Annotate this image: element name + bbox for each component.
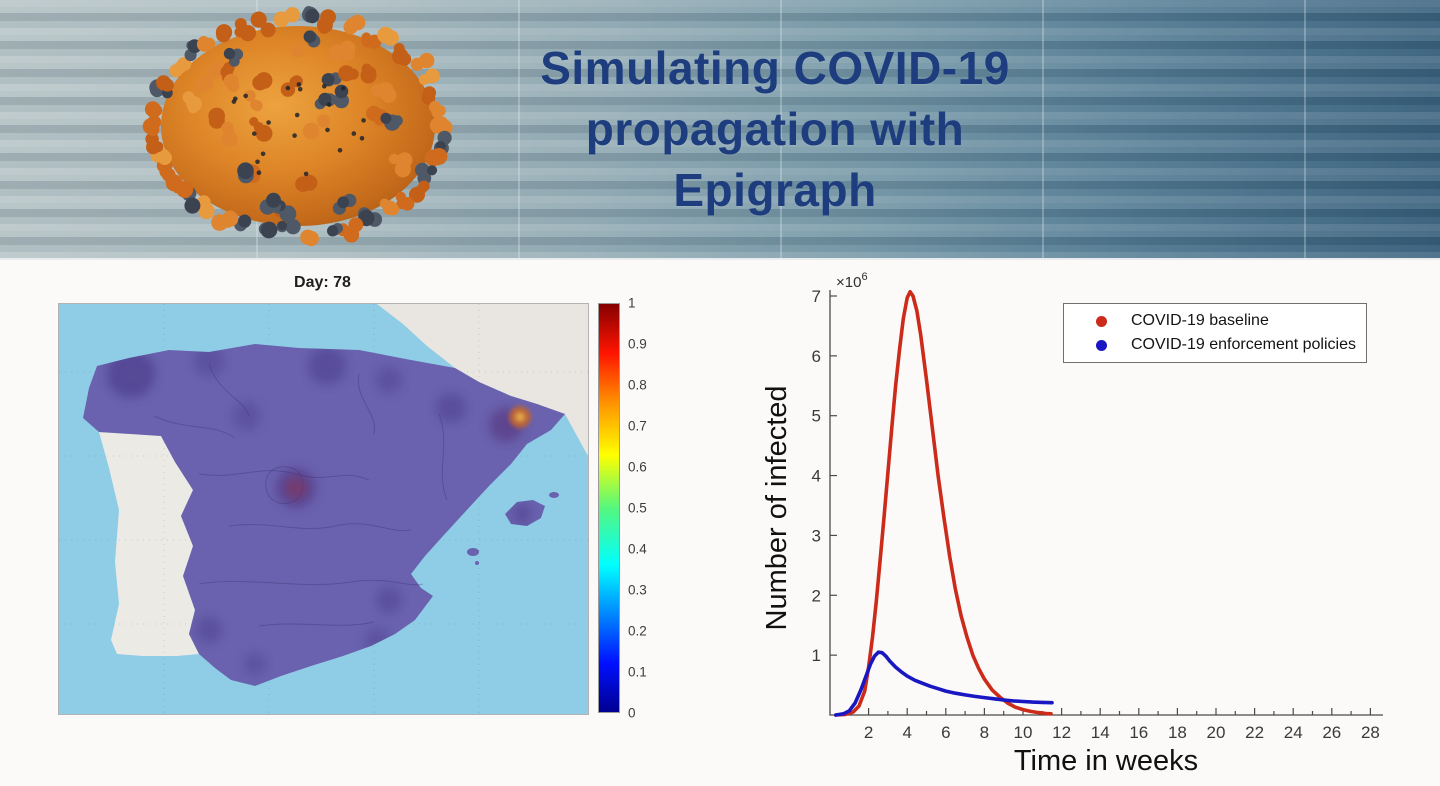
x-tick-label: 22 [1245, 723, 1264, 742]
x-tick-label: 28 [1361, 723, 1380, 742]
colorbar-tick-label: 0.4 [628, 541, 647, 557]
y-axis-label: Number of infected [761, 385, 793, 630]
series-line-1 [834, 650, 1054, 717]
colorbar [598, 303, 620, 713]
x-tick-label: 4 [902, 723, 911, 742]
x-tick-label: 8 [980, 723, 989, 742]
spain-heatmap [58, 303, 589, 715]
france-region [377, 304, 588, 456]
portugal-region [99, 432, 199, 656]
colorbar-tick-label: 0.9 [628, 336, 647, 352]
colorbar-tick-label: 0.6 [628, 459, 647, 475]
colorbar-tick-label: 0.7 [628, 418, 647, 434]
colorbar-tick-label: 0.1 [628, 664, 647, 680]
x-tick-label: 6 [941, 723, 950, 742]
x-tick-label: 16 [1129, 723, 1148, 742]
x-tick-label: 10 [1014, 723, 1033, 742]
series-line-0 [834, 289, 1053, 717]
y-tick-label: 2 [812, 586, 821, 605]
legend-item-enforcement: COVID-19 enforcement policies [1064, 335, 1366, 356]
page-title-line-2: propagation with [585, 103, 965, 155]
balearic-islands [467, 492, 559, 565]
chart-legend: COVID-19 baseline COVID-19 enforcement p… [1063, 303, 1367, 363]
infection-hotspots [107, 346, 531, 675]
colorbar-tick-label: 0.5 [628, 500, 647, 516]
colorbar-tick-label: 0.2 [628, 623, 647, 639]
y-tick-label: 4 [812, 467, 821, 486]
header-banner: Simulating COVID-19 propagation with Epi… [0, 0, 1440, 260]
legend-dot-baseline [1096, 315, 1107, 327]
coronavirus-image [142, 5, 453, 247]
y-tick-label: 6 [812, 347, 821, 366]
spain-region [83, 344, 565, 686]
y-tick-label: 3 [812, 526, 821, 545]
x-tick-label: 24 [1284, 723, 1303, 742]
colorbar-labels: 0 0.1 0.2 0.3 0.4 0.5 0.6 0.7 0.8 0.9 1 [628, 296, 668, 721]
colorbar-tick-label: 1 [628, 295, 636, 311]
y-tick-label: 1 [812, 646, 821, 665]
chart-axes [829, 290, 1383, 716]
legend-dot-enforcement [1096, 339, 1107, 351]
y-tick-label: 5 [812, 407, 821, 426]
x-axis-label: Time in weeks [1014, 745, 1198, 777]
page-title-line-1: Simulating COVID-19 [540, 42, 1010, 94]
virus-spikes [142, 5, 453, 247]
y-tick-label: 7 [812, 287, 821, 306]
legend-label-baseline: COVID-19 baseline [1131, 312, 1269, 329]
page-title: Simulating COVID-19 propagation with Epi… [455, 38, 1095, 221]
y-axis-scale-label: ×106 [836, 271, 868, 291]
x-tick-label: 14 [1091, 723, 1110, 742]
x-tick-label: 2 [864, 723, 873, 742]
chart-series [834, 289, 1054, 717]
colorbar-tick-label: 0.3 [628, 582, 647, 598]
x-tick-label: 20 [1207, 723, 1226, 742]
colorbar-tick-label: 0 [628, 705, 636, 721]
x-tick-label: 18 [1168, 723, 1187, 742]
colorbar-tick-label: 0.8 [628, 377, 647, 393]
page-title-line-3: Epigraph [673, 164, 877, 216]
legend-item-baseline: COVID-19 baseline [1064, 311, 1366, 332]
legend-label-enforcement: COVID-19 enforcement policies [1131, 336, 1356, 353]
x-tick-label: 12 [1052, 723, 1071, 742]
x-tick-label: 26 [1322, 723, 1341, 742]
map-title: Day: 78 [294, 274, 351, 291]
